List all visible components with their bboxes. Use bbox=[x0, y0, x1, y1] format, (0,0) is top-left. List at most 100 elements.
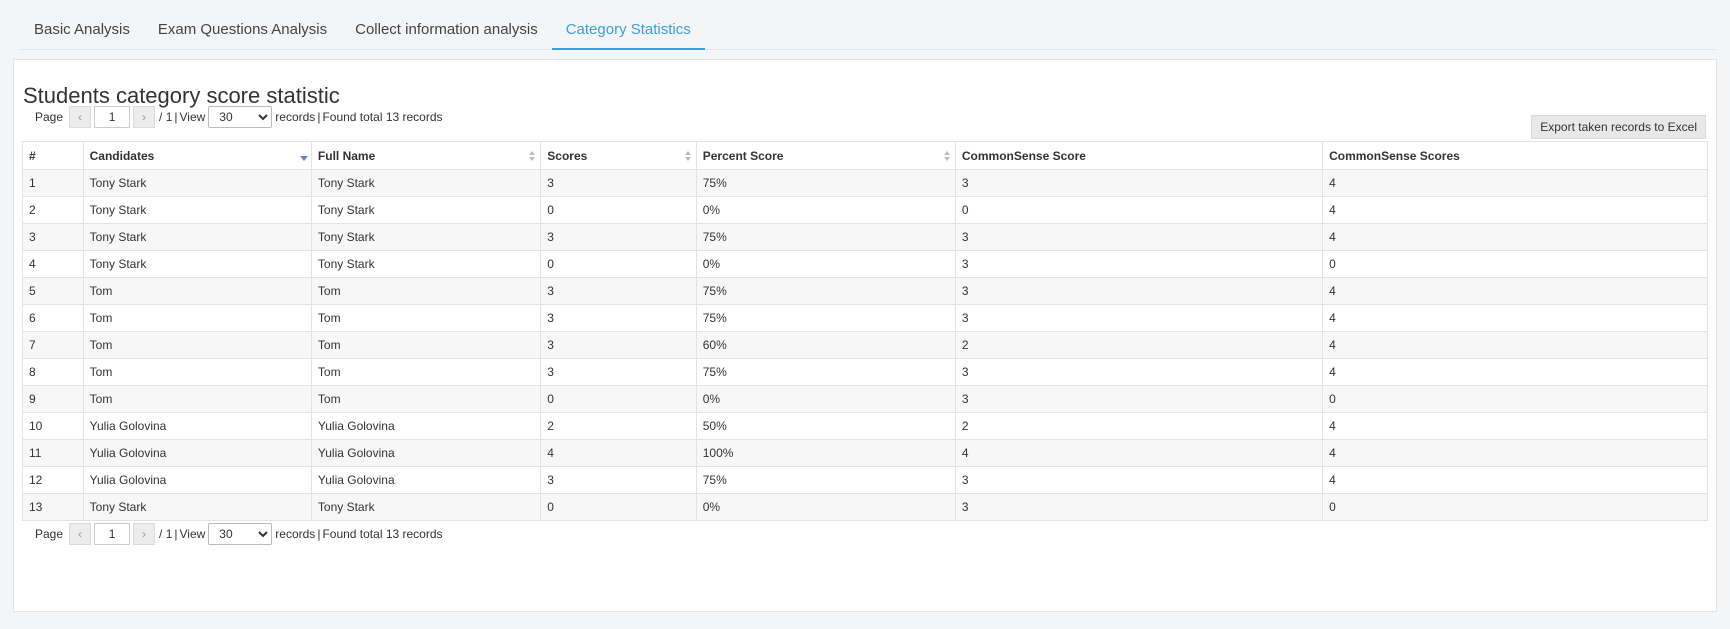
sort-icon[interactable] bbox=[943, 151, 950, 161]
table-row: 5 Tom Tom 3 75% 3 4 bbox=[22, 277, 1708, 305]
table-row: 11 Yulia Golovina Yulia Golovina 4 100% 4 4 bbox=[22, 439, 1708, 467]
cell-full-name: Tom bbox=[310, 331, 542, 359]
found-total-label: Found total 13 records bbox=[322, 110, 443, 124]
cell-index: 5 bbox=[22, 277, 84, 305]
cell-scores: 3 bbox=[540, 223, 697, 251]
cell-index: 10 bbox=[22, 412, 84, 440]
view-label: View bbox=[179, 110, 206, 124]
cell-percent-score: 0% bbox=[695, 250, 956, 278]
cell-candidate: Yulia Golovina bbox=[82, 466, 312, 494]
prev-page-button[interactable]: ‹ bbox=[69, 106, 92, 128]
cell-scores: 0 bbox=[540, 196, 697, 224]
cell-percent-score: 75% bbox=[695, 223, 956, 251]
tab-exam-questions-analysis[interactable]: Exam Questions Analysis bbox=[157, 20, 328, 38]
total-pages: / 1 bbox=[159, 110, 173, 124]
per-page-select[interactable]: 30 bbox=[208, 523, 273, 545]
cell-commonsense-score: 3 bbox=[954, 304, 1324, 332]
table-body: 1 Tony Stark Tony Stark 3 75% 3 4 2 Tony Stark To… bbox=[22, 169, 1708, 521]
cell-candidate: Tom bbox=[82, 277, 312, 305]
cell-percent-score: 75% bbox=[695, 277, 956, 305]
sort-icon[interactable] bbox=[529, 151, 536, 161]
chevron-left-icon: ‹ bbox=[78, 527, 83, 541]
cell-full-name: Yulia Golovina bbox=[310, 412, 542, 440]
column-header-candidates[interactable]: Candidates bbox=[82, 141, 312, 170]
table-row: 12 Yulia Golovina Yulia Golovina 3 75% 3 4 bbox=[22, 466, 1708, 494]
cell-percent-score: 60% bbox=[695, 331, 956, 359]
cell-full-name: Tony Stark bbox=[310, 493, 542, 521]
cell-commonsense-score: 3 bbox=[954, 358, 1324, 386]
cell-candidate: Tom bbox=[82, 331, 312, 359]
cell-candidate: Tony Stark bbox=[82, 169, 312, 197]
cell-commonsense-scores: 4 bbox=[1322, 358, 1708, 386]
cell-scores: 3 bbox=[540, 466, 697, 494]
cell-index: 1 bbox=[22, 169, 84, 197]
next-page-button[interactable]: › bbox=[133, 106, 156, 128]
cell-commonsense-score: 3 bbox=[954, 223, 1324, 251]
cell-full-name: Tony Stark bbox=[310, 196, 542, 224]
cell-full-name: Tom bbox=[310, 277, 542, 305]
cell-percent-score: 75% bbox=[695, 466, 956, 494]
pager-separator: | bbox=[174, 110, 178, 124]
cell-percent-score: 0% bbox=[695, 493, 956, 521]
view-label: View bbox=[179, 527, 206, 541]
cell-commonsense-score: 3 bbox=[954, 493, 1324, 521]
cell-percent-score: 75% bbox=[695, 358, 956, 386]
cell-index: 12 bbox=[22, 466, 84, 494]
sort-desc-icon[interactable] bbox=[299, 151, 308, 161]
cell-commonsense-scores: 4 bbox=[1322, 466, 1708, 494]
cell-full-name: Tom bbox=[310, 358, 542, 386]
records-label: records bbox=[275, 527, 316, 541]
cell-index: 2 bbox=[22, 196, 84, 224]
cell-commonsense-score: 3 bbox=[954, 250, 1324, 278]
tab-collect-information-analysis[interactable]: Collect information analysis bbox=[355, 20, 538, 38]
prev-page-button[interactable]: ‹ bbox=[69, 523, 92, 545]
column-header-commonsense-scores: CommonSense Scores bbox=[1322, 141, 1708, 170]
cell-candidate: Tony Stark bbox=[82, 250, 312, 278]
table-row: 3 Tony Stark Tony Stark 3 75% 3 4 bbox=[22, 223, 1708, 251]
cell-commonsense-scores: 4 bbox=[1322, 304, 1708, 332]
tab-category-statistics[interactable]: Category Statistics bbox=[551, 10, 705, 50]
cell-commonsense-scores: 0 bbox=[1322, 385, 1708, 413]
cell-full-name: Tony Stark bbox=[310, 250, 542, 278]
cell-candidate: Tom bbox=[82, 358, 312, 386]
cell-commonsense-score: 2 bbox=[954, 412, 1324, 440]
cell-scores: 3 bbox=[540, 277, 697, 305]
cell-scores: 3 bbox=[540, 331, 697, 359]
page-number-input[interactable] bbox=[94, 523, 131, 545]
table-row: 1 Tony Stark Tony Stark 3 75% 3 4 bbox=[22, 169, 1708, 197]
cell-index: 13 bbox=[22, 493, 84, 521]
cell-candidate: Tony Stark bbox=[82, 223, 312, 251]
page-label: Page bbox=[35, 110, 64, 124]
cell-percent-score: 100% bbox=[695, 439, 956, 467]
table-row: 8 Tom Tom 3 75% 3 4 bbox=[22, 358, 1708, 386]
cell-commonsense-scores: 0 bbox=[1322, 250, 1708, 278]
cell-full-name: Yulia Golovina bbox=[310, 466, 542, 494]
cell-commonsense-scores: 4 bbox=[1322, 196, 1708, 224]
sort-icon[interactable] bbox=[684, 151, 691, 161]
page-number-input[interactable] bbox=[94, 106, 131, 128]
cell-index: 11 bbox=[22, 439, 84, 467]
tab-basic-analysis[interactable]: Basic Analysis bbox=[34, 20, 130, 38]
cell-commonsense-score: 3 bbox=[954, 466, 1324, 494]
per-page-select[interactable]: 30 bbox=[208, 106, 273, 128]
export-excel-button[interactable]: Export taken records to Excel bbox=[1531, 115, 1706, 139]
pager-separator: | bbox=[317, 110, 321, 124]
next-page-button[interactable]: › bbox=[133, 523, 156, 545]
cell-commonsense-score: 2 bbox=[954, 331, 1324, 359]
cell-commonsense-scores: 4 bbox=[1322, 223, 1708, 251]
column-header-percent-score[interactable]: Percent Score bbox=[695, 141, 956, 170]
cell-commonsense-score: 0 bbox=[954, 196, 1324, 224]
page-title: Students category score statistic bbox=[23, 83, 340, 108]
table-row: 2 Tony Stark Tony Stark 0 0% 0 4 bbox=[22, 196, 1708, 224]
cell-scores: 0 bbox=[540, 385, 697, 413]
chevron-right-icon: › bbox=[142, 110, 147, 124]
cell-percent-score: 75% bbox=[695, 304, 956, 332]
table-row: 6 Tom Tom 3 75% 3 4 bbox=[22, 304, 1708, 332]
cell-full-name: Tom bbox=[310, 385, 542, 413]
cell-scores: 0 bbox=[540, 493, 697, 521]
chevron-left-icon: ‹ bbox=[78, 110, 83, 124]
column-header-scores[interactable]: Scores bbox=[540, 141, 697, 170]
column-header-full-name[interactable]: Full Name bbox=[310, 141, 542, 170]
cell-scores: 2 bbox=[540, 412, 697, 440]
cell-commonsense-score: 4 bbox=[954, 439, 1324, 467]
